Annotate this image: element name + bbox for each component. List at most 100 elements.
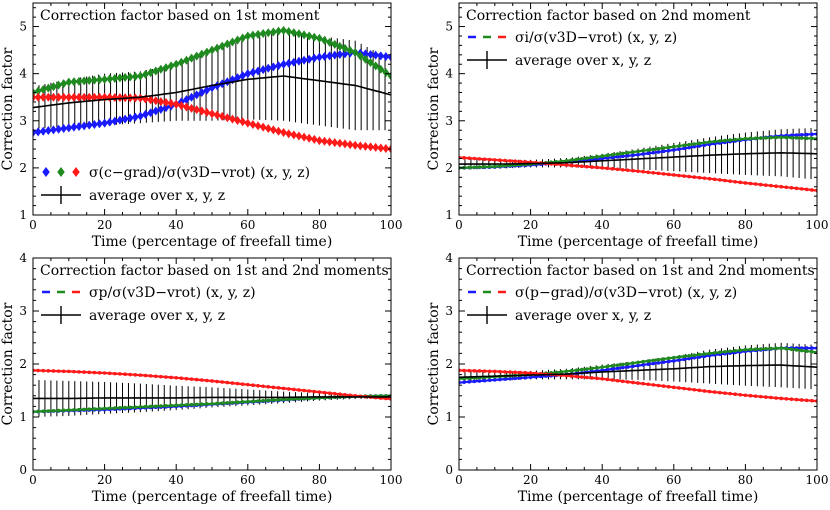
legend: σp/σ(v3D−vrot) (x, y, z) average over x, … [41, 285, 256, 324]
series-red-point [631, 168, 635, 173]
y-tick-label: 3 [445, 304, 453, 318]
series-blue-point [193, 90, 201, 100]
series-green-point [87, 407, 92, 412]
series-blue-point [131, 112, 139, 122]
series-green-point [585, 367, 589, 371]
series-green-point [482, 165, 487, 169]
series-blue-point [641, 152, 645, 156]
series-green-point [702, 140, 707, 145]
series-blue-point [75, 121, 83, 131]
series-red-point [682, 386, 686, 391]
series-blue-point [80, 121, 88, 131]
series-red-point [758, 394, 763, 399]
series-red-point [172, 99, 180, 109]
series-green-point [286, 397, 291, 402]
series-green-point [223, 39, 231, 49]
series-green-point [80, 76, 88, 86]
series-green-point [41, 409, 46, 414]
series-red-point [239, 117, 247, 127]
series-green-point [208, 45, 216, 55]
series-red-point [682, 174, 686, 178]
legend-marker-green [57, 167, 65, 177]
series-blue-point [341, 49, 349, 59]
series-red-point [528, 371, 533, 375]
series-red-point [498, 369, 502, 374]
series-blue-point [244, 69, 252, 79]
series-green-point [351, 47, 359, 57]
legend-label: average over x, y, z [515, 308, 651, 324]
series-red-point [338, 392, 342, 397]
series-green-point [310, 32, 318, 42]
series-red-point [493, 158, 497, 162]
panel-4: 0 20 40 60 80 100 0 1 2 3 4 Time (percentage of fre… [426, 251, 828, 505]
series-green-point [367, 58, 374, 68]
series-green-point [487, 164, 492, 169]
series-green-point [677, 144, 681, 148]
series-red-point [80, 92, 88, 102]
series-blue-point [55, 124, 62, 134]
series-blue-point [692, 144, 697, 149]
series-green-point [382, 68, 390, 78]
series-red-point [672, 173, 676, 177]
series-red-point [738, 392, 743, 397]
panel-3: 0 20 40 60 80 100 0 1 2 3 4 Time (percentage of fre… [0, 251, 402, 505]
series-red-point [235, 381, 240, 386]
series-green-point [246, 399, 250, 404]
series-red-point [723, 178, 727, 183]
series-blue-point [794, 133, 799, 137]
series-red-point [61, 369, 66, 374]
series-blue-point [472, 379, 477, 384]
series-green-point [723, 350, 727, 354]
series-green-point [210, 401, 214, 406]
y-tick-label: 3 [445, 114, 453, 128]
series-red-point [183, 102, 190, 112]
series-green-point [285, 26, 293, 36]
series-blue-point [223, 77, 231, 87]
series-green-point [229, 37, 236, 47]
series-red-point [60, 92, 68, 102]
series-red-point [249, 119, 257, 129]
series-green-point [764, 136, 768, 140]
x-tick-label: 40 [169, 218, 184, 232]
series-red-point [595, 376, 599, 381]
series-red-point [295, 131, 303, 141]
series-red-point [651, 383, 656, 387]
series-green-point [682, 143, 686, 148]
series-green-point [472, 165, 477, 170]
y-tick-label: 2 [19, 357, 27, 371]
series-green-point [610, 152, 615, 157]
series-red-point [51, 369, 56, 373]
y-tick-label: 4 [19, 251, 27, 265]
series-red-point [138, 373, 143, 377]
series-green-point [172, 59, 180, 69]
series-red-point [316, 136, 323, 146]
series-green-point [131, 71, 139, 81]
series-blue-point [523, 375, 528, 380]
series-red-point [702, 389, 707, 393]
x-tick-label: 60 [240, 218, 255, 232]
series-green-point [625, 361, 630, 366]
series-red-point [307, 389, 311, 393]
series-green-point [810, 136, 814, 141]
series-green-point [728, 138, 732, 142]
series-green-point [559, 370, 564, 374]
series-blue-point [810, 132, 814, 137]
series-red-point [46, 369, 51, 373]
x-tick-label: 100 [806, 473, 829, 487]
series-blue-point [625, 153, 630, 158]
y-tick-label: 0 [19, 463, 27, 477]
series-green-point [280, 25, 287, 35]
series-blue-point [661, 149, 666, 154]
x-tick-label: 100 [380, 473, 403, 487]
series-red-point [656, 171, 661, 176]
series-green-point [36, 409, 40, 414]
series-green-point [707, 140, 712, 144]
series-red-point [687, 387, 691, 391]
series-blue-point [280, 59, 287, 69]
series-red-point [159, 374, 163, 379]
series-blue-point [636, 363, 640, 368]
legend-label: σp/σ(v3D−vrot) (x, y, z) [89, 285, 256, 301]
series-blue-point [147, 108, 155, 118]
series-green-point [126, 72, 134, 82]
x-axis-label: Time (percentage of freefall time) [92, 489, 333, 505]
